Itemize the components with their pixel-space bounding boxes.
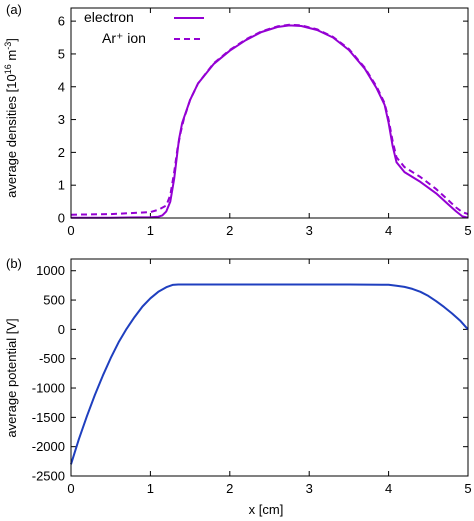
potential-x-tick-label: 3 — [306, 481, 313, 496]
potential-x-tick-label: 1 — [147, 481, 154, 496]
densities-x-tick-label: 2 — [226, 223, 233, 238]
potential-y-tick-label: -1500 — [32, 410, 65, 425]
potential-x-tick-label: 0 — [67, 481, 74, 496]
potential-x-tick-label: 4 — [385, 481, 392, 496]
potential-panel: (b) average potential [V] x [cm] 0 1 2 3 4 5 1… — [4, 256, 472, 517]
panel-label-a: (a) — [6, 2, 22, 17]
potential-x-tick-label: 2 — [226, 481, 233, 496]
densities-x-tick-label: 5 — [464, 223, 471, 238]
potential-y-tick-label: 1000 — [36, 263, 65, 278]
densities-series-line-1 — [70, 23, 469, 216]
legend-label-ion: Ar⁺ ion — [102, 30, 146, 46]
potential-y-tick-label: -500 — [39, 351, 65, 366]
densities-y-tick-label: 0 — [58, 211, 65, 226]
densities-x-tick-label: 4 — [385, 223, 392, 238]
panel-label-b: (b) — [6, 256, 22, 271]
potential-y-axis-label: average potential [V] — [4, 318, 19, 437]
potential-x-tick-label: 5 — [464, 481, 471, 496]
densities-y-tick-label: 6 — [58, 14, 65, 29]
densities-y-tick-label: 2 — [58, 145, 65, 160]
densities-plot-frame — [70, 7, 469, 219]
densities-y-tick-label: 1 — [58, 178, 65, 193]
legend-label-electron: electron — [84, 9, 134, 25]
densities-series-line-0 — [71, 24, 469, 219]
potential-x-axis-label: x [cm] — [249, 502, 284, 517]
densities-panel: (a) average densities [1016 m-3] 0 1 2 3 4 5 0… — [3, 2, 472, 238]
potential-y-tick-label: -2000 — [32, 439, 65, 454]
densities-x-tick-label: 3 — [306, 223, 313, 238]
potential-y-tick-label: 500 — [43, 293, 65, 308]
densities-x-tick-label: 0 — [67, 223, 74, 238]
potential-plot-frame — [70, 258, 469, 477]
densities-y-tick-label: 3 — [58, 112, 65, 127]
densities-y-axis-label: average densities [1016 m-3] — [3, 38, 19, 198]
densities-y-tick-label: 4 — [58, 79, 65, 94]
legend: electron Ar⁺ ion — [84, 9, 204, 46]
densities-x-tick-label: 1 — [147, 223, 154, 238]
potential-y-tick-label: -1000 — [32, 381, 65, 396]
potential-y-tick-label: 0 — [58, 322, 65, 337]
potential-y-tick-label: -2500 — [32, 469, 65, 484]
potential-series-line-0 — [70, 283, 469, 465]
densities-y-tick-label: 5 — [58, 46, 65, 61]
